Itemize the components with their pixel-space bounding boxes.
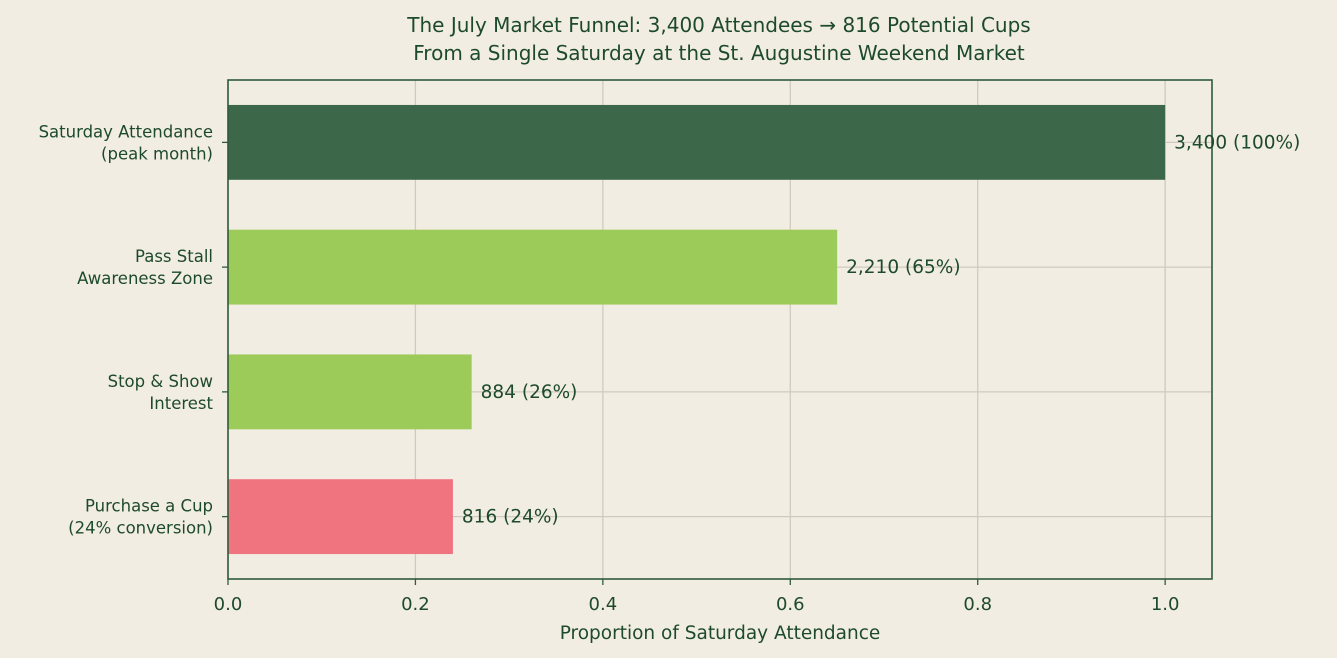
x-tick-label: 0.2 (401, 594, 430, 615)
category-label-line: Interest (149, 394, 213, 413)
category-label-line: (24% conversion) (68, 519, 213, 538)
bar-value-label: 3,400 (100%) (1174, 132, 1300, 153)
bar (228, 354, 472, 430)
bar (228, 229, 838, 305)
x-axis-label: Proportion of Saturday Attendance (560, 623, 881, 644)
category-label-line: (peak month) (101, 144, 213, 163)
x-tick-label: 0.0 (214, 594, 243, 615)
bar (228, 104, 1166, 180)
category-label: Saturday Attendance (peak month) (39, 122, 213, 163)
x-tick-label: 0.6 (776, 594, 805, 615)
x-tick-label: 0.4 (589, 594, 618, 615)
data-labels: 3,400 (100%) 2,210 (65%) 884 (26%) 816 (24%… (462, 132, 1300, 527)
bars (228, 104, 1166, 555)
chart-subtitle: From a Single Saturday at the St. August… (413, 41, 1025, 65)
category-label-line: Saturday Attendance (39, 122, 213, 141)
category-label-line: Stop & Show (108, 372, 213, 391)
category-label: Pass Stall Awareness Zone (77, 247, 213, 288)
chart-title: The July Market Funnel: 3,400 Attendees … (406, 13, 1030, 37)
bar-value-label: 2,210 (65%) (846, 257, 960, 278)
bar-value-label: 884 (26%) (481, 382, 578, 403)
category-labels: Saturday Attendance (peak month) Pass Stal… (39, 122, 214, 537)
axis-ticks: 0.0 0.2 0.4 0.6 0.8 1.0 (214, 141, 1180, 615)
bar-value-label: 816 (24%) (462, 507, 559, 528)
x-tick-label: 0.8 (963, 594, 992, 615)
category-label-line: Purchase a Cup (85, 497, 213, 516)
category-label: Purchase a Cup (24% conversion) (68, 497, 213, 538)
category-label-line: Pass Stall (135, 247, 213, 266)
plot-frame (227, 79, 1213, 580)
bar (228, 479, 453, 555)
x-tick-label: 1.0 (1151, 594, 1180, 615)
category-label-line: Awareness Zone (77, 269, 213, 288)
category-label: Stop & Show Interest (108, 372, 214, 413)
